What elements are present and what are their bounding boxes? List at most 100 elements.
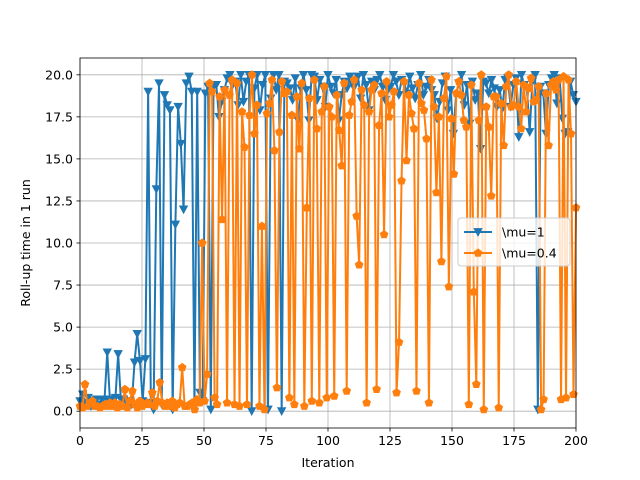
x-tick-label: 50	[196, 433, 212, 448]
data-point	[129, 358, 140, 368]
data-point	[287, 110, 297, 119]
data-point	[494, 86, 505, 95]
data-point	[481, 102, 491, 111]
data-point	[534, 82, 543, 91]
x-tick-label: 200	[564, 433, 588, 448]
data-point	[292, 92, 302, 101]
data-point	[417, 98, 426, 108]
data-point	[276, 407, 287, 417]
data-point	[409, 124, 419, 133]
x-axis-title: Iteration	[301, 455, 354, 470]
y-axis: 0.0 2.5 5.0 7.5 10.0 12.5 15.0 17.5 20.0	[45, 67, 80, 419]
data-point	[298, 70, 309, 80]
data-point	[544, 140, 553, 150]
data-point	[143, 87, 153, 97]
data-point	[342, 386, 352, 395]
data-point	[536, 404, 546, 414]
data-point	[389, 87, 399, 96]
data-point	[235, 401, 244, 410]
data-point	[494, 403, 504, 412]
data-point	[190, 404, 200, 414]
data-point	[151, 185, 162, 195]
data-point	[277, 76, 287, 86]
data-point	[331, 75, 341, 85]
x-tick-label: 100	[316, 433, 340, 448]
data-point	[270, 145, 279, 155]
data-point	[165, 106, 175, 115]
data-point	[265, 98, 274, 108]
data-point	[217, 214, 227, 224]
plot-series-area	[75, 70, 581, 417]
data-point	[252, 100, 262, 109]
data-point	[514, 133, 524, 142]
data-point	[382, 76, 391, 86]
data-point	[551, 85, 561, 94]
data-point	[304, 93, 314, 103]
data-point	[357, 85, 366, 94]
data-point	[374, 120, 384, 129]
data-point	[486, 191, 496, 200]
legend: \mu=1 \mu=0.4	[457, 217, 571, 267]
data-point	[102, 348, 112, 358]
y-tick-label: 2.5	[53, 362, 73, 377]
data-point	[135, 356, 145, 366]
data-point	[552, 99, 562, 109]
data-point	[140, 355, 151, 364]
data-point	[236, 70, 246, 80]
data-point	[210, 393, 219, 402]
data-point	[464, 399, 474, 409]
data-point	[471, 379, 481, 388]
data-point	[454, 76, 464, 86]
data-point	[205, 78, 214, 87]
data-point	[437, 256, 446, 266]
data-point	[200, 396, 209, 405]
data-point	[484, 89, 494, 99]
data-point	[437, 79, 448, 89]
data-point	[323, 70, 333, 80]
data-point	[504, 70, 514, 79]
data-point	[324, 102, 334, 111]
data-point	[404, 90, 414, 99]
data-point	[511, 76, 521, 86]
data-point	[162, 101, 172, 110]
data-point	[222, 398, 232, 407]
data-point	[176, 139, 186, 149]
data-point	[202, 369, 212, 378]
data-point	[178, 205, 189, 215]
data-point	[211, 81, 221, 90]
x-tick-label: 25	[134, 433, 150, 448]
data-point	[267, 75, 277, 84]
data-point	[159, 91, 170, 100]
y-tick-label: 17.5	[45, 109, 73, 124]
data-point	[501, 82, 511, 91]
data-point	[322, 393, 332, 402]
y-tick-label: 0.0	[53, 404, 73, 419]
data-point	[147, 388, 157, 397]
data-point	[521, 107, 531, 116]
data-point	[372, 384, 381, 394]
data-point	[334, 125, 344, 135]
data-point	[290, 399, 299, 409]
data-point	[282, 87, 292, 96]
data-point	[317, 107, 327, 116]
x-tick-label: 150	[440, 433, 464, 448]
data-point	[496, 98, 506, 108]
y-tick-label: 20.0	[45, 67, 73, 82]
data-point	[206, 405, 216, 415]
data-point	[394, 337, 404, 346]
data-point	[215, 92, 224, 101]
data-point	[127, 386, 137, 395]
data-point	[402, 156, 411, 165]
data-point	[469, 287, 479, 296]
data-point	[561, 393, 571, 402]
y-axis-title: Roll-up time in 1 run	[18, 179, 33, 307]
data-point	[246, 407, 257, 417]
data-point	[410, 94, 420, 104]
data-point	[445, 86, 456, 95]
data-point	[262, 108, 272, 118]
data-point	[479, 404, 489, 414]
data-point	[225, 70, 235, 80]
x-tick-label: 75	[258, 433, 274, 448]
data-point	[220, 85, 229, 94]
data-point	[531, 95, 541, 104]
